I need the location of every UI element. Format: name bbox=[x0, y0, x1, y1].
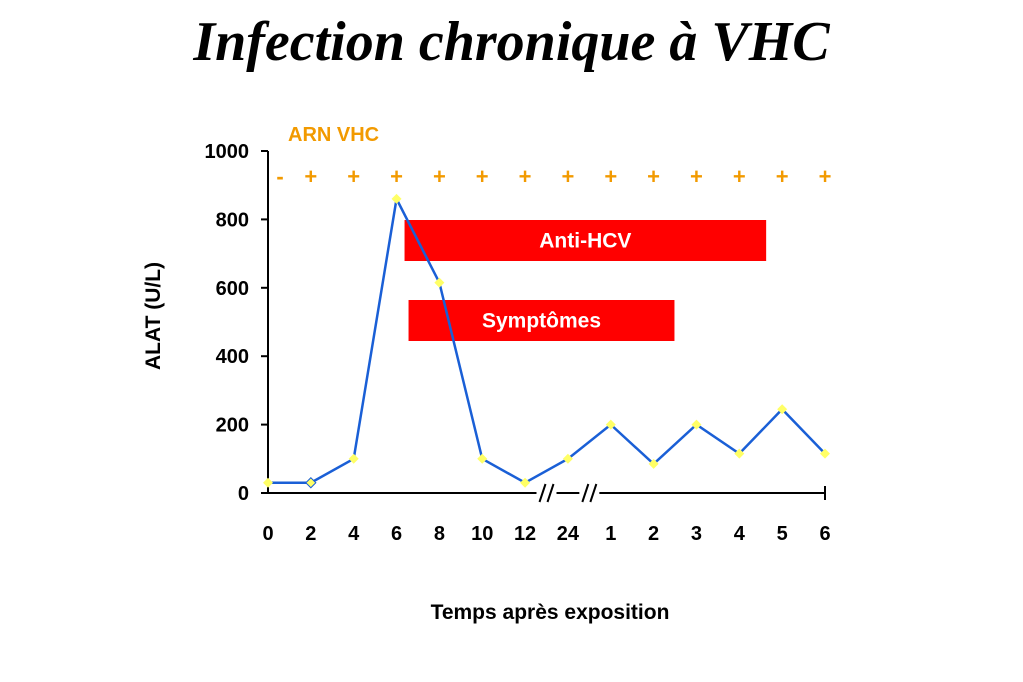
y-tick-label: 400 bbox=[216, 346, 249, 368]
x-tick-label: 24 bbox=[557, 523, 580, 545]
arn-sign: + bbox=[476, 164, 489, 189]
data-point bbox=[305, 477, 317, 489]
arn-label: ARN VHC bbox=[288, 124, 379, 146]
data-point bbox=[348, 453, 359, 464]
axis-break-mark bbox=[538, 483, 547, 503]
bar-label: Anti-HCV bbox=[539, 230, 631, 253]
bar-label: Symptômes bbox=[482, 310, 601, 333]
data-point bbox=[820, 448, 830, 459]
x-tick-label: 6 bbox=[819, 523, 830, 545]
arn-sign: + bbox=[604, 164, 617, 189]
data-point bbox=[562, 453, 573, 464]
data-point bbox=[434, 277, 445, 288]
x-tick-label: 1 bbox=[605, 523, 616, 545]
data-point bbox=[777, 404, 788, 415]
x-tick-label: 4 bbox=[734, 523, 746, 545]
data-point bbox=[391, 193, 402, 204]
x-tick-label: 0 bbox=[262, 523, 273, 545]
x-axis-title: Temps après exposition bbox=[431, 601, 670, 624]
arn-sign: + bbox=[690, 164, 703, 189]
data-point bbox=[477, 453, 488, 464]
x-tick-label: 12 bbox=[514, 523, 536, 545]
x-tick-label: 8 bbox=[434, 523, 445, 545]
axis-break-mark bbox=[589, 483, 598, 503]
x-tick-label: 6 bbox=[391, 523, 402, 545]
data-point bbox=[605, 419, 616, 430]
data-point bbox=[263, 477, 273, 488]
arn-sign: - bbox=[276, 164, 283, 189]
x-tick-label: 2 bbox=[305, 523, 316, 545]
y-tick-label: 0 bbox=[238, 483, 249, 505]
arn-sign: + bbox=[819, 164, 832, 189]
series-line bbox=[268, 194, 826, 485]
arn-sign: + bbox=[647, 164, 660, 189]
bar-anti-hcv bbox=[404, 220, 767, 261]
page-title: Infection chronique à VHC bbox=[193, 11, 830, 73]
x-tick-label: 3 bbox=[691, 523, 702, 545]
arn-sign: + bbox=[561, 164, 574, 189]
x-tick-label: 4 bbox=[348, 523, 360, 545]
arn-sign: + bbox=[519, 164, 532, 189]
y-tick-label: 600 bbox=[216, 278, 249, 300]
arn-sign: + bbox=[433, 164, 446, 189]
y-axis-title: ALAT (U/L) bbox=[142, 262, 165, 370]
arn-sign: + bbox=[390, 164, 403, 189]
x-tick-label: 2 bbox=[648, 523, 659, 545]
x-tick-label: 5 bbox=[777, 523, 788, 545]
x-tick-label: 10 bbox=[471, 523, 493, 545]
data-point bbox=[734, 448, 745, 459]
arn-sign: + bbox=[733, 164, 746, 189]
y-tick-label: 200 bbox=[216, 415, 249, 437]
y-tick-label: 1000 bbox=[205, 141, 250, 163]
arn-sign: + bbox=[776, 164, 789, 189]
y-tick-label: 800 bbox=[216, 209, 249, 231]
data-point bbox=[648, 458, 659, 469]
arn-sign: + bbox=[304, 164, 317, 189]
data-point bbox=[520, 477, 531, 488]
arn-sign: + bbox=[347, 164, 360, 189]
axis-break-mark bbox=[581, 483, 590, 503]
axis-break-mark bbox=[546, 483, 555, 503]
data-point bbox=[691, 419, 702, 430]
